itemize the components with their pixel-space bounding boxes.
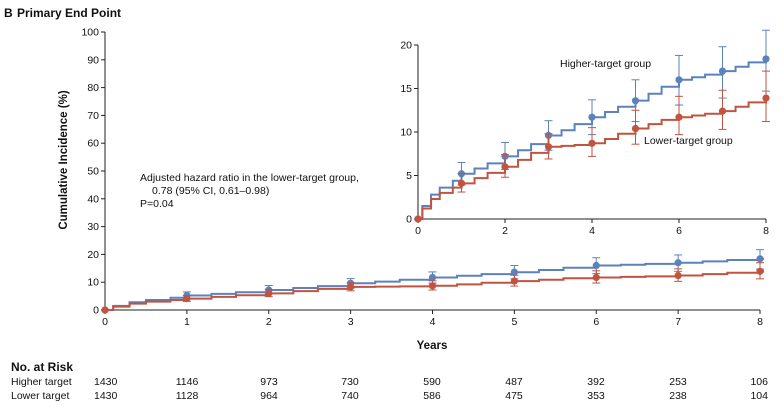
main-x-tick-label: 1 [184, 316, 190, 328]
main-x-tick-label: 5 [511, 316, 517, 328]
risk-value: 392 [587, 376, 605, 388]
x-axis-label: Years [417, 340, 448, 352]
risk-value: 740 [341, 390, 359, 402]
inset-x-tick-label: 0 [415, 225, 421, 237]
risk-row-label: Higher target [11, 376, 72, 388]
main-marker-higher [428, 273, 437, 282]
inset-marker-lower [414, 215, 422, 223]
main-y-tick-label: 0 [93, 305, 99, 317]
inset-x-tick-label: 6 [676, 225, 682, 237]
inset-marker-lower [631, 124, 640, 133]
risk-value: 475 [505, 390, 523, 402]
main-marker-lower [265, 289, 273, 297]
inset-x-tick-label: 2 [502, 225, 508, 237]
inset-line-lower [418, 97, 769, 220]
risk-value: 253 [669, 376, 687, 388]
main-marker-higher [674, 259, 682, 267]
inset-axes: 0 5 10 15 20 0 2 4 6 8 [400, 40, 769, 238]
main-marker-lower [510, 277, 518, 285]
main-series [101, 249, 765, 314]
main-marker-higher [510, 268, 518, 276]
main-y-tick-label: 90 [87, 54, 99, 66]
inset-label-lower: Lower-target group [644, 135, 733, 147]
risk-value: 104 [750, 390, 768, 402]
inset-marker-higher [631, 97, 640, 105]
main-x-tick-label: 4 [430, 316, 436, 328]
main-marker-lower [101, 306, 109, 314]
main-y-tick-label: 30 [87, 221, 99, 233]
panel-label: B [4, 6, 13, 20]
main-marker-higher [756, 255, 764, 263]
main-y-tick-label: 40 [87, 193, 99, 205]
risk-value: 730 [341, 376, 359, 388]
main-marker-lower [674, 271, 682, 280]
main-y-tick-label: 50 [87, 166, 99, 178]
inset-series [414, 29, 770, 223]
inset-marker-lower [457, 179, 466, 187]
risk-table: Higher target 1430 1146 973 730 590 487 392 253 1… [11, 376, 768, 402]
main-marker-lower [756, 267, 764, 275]
inset-y-tick-label: 15 [400, 83, 412, 95]
inset-marker-lower [588, 139, 596, 147]
risk-value: 973 [260, 376, 278, 388]
risk-value: 1128 [176, 390, 199, 402]
inset-y-tick-label: 20 [400, 40, 412, 52]
hazard-ratio-annotation-line1: Adjusted hazard ratio in the lower-targe… [140, 172, 359, 184]
main-x-tick-label: 3 [348, 316, 354, 328]
main-y-tick-label: 10 [87, 277, 99, 289]
inset-marker-higher [718, 67, 727, 75]
risk-value: 238 [669, 390, 687, 402]
p-value-annotation: P=0.04 [140, 198, 174, 210]
inset-y-tick-label: 5 [406, 170, 412, 182]
main-x-tick-label: 0 [102, 316, 108, 328]
main-marker-lower [347, 283, 355, 291]
risk-value: 586 [423, 390, 441, 402]
panel-title: Primary End Point [17, 6, 121, 20]
inset-marker-higher [588, 113, 596, 121]
inset-marker-lower [675, 113, 683, 121]
inset-marker-higher [762, 55, 770, 63]
risk-value: 1430 [94, 376, 118, 388]
main-marker-lower [183, 295, 191, 303]
inset-marker-lower [762, 94, 770, 102]
inset-marker-lower [544, 143, 553, 151]
inset-x-tick-label: 4 [589, 225, 595, 237]
y-axis-label: Cumulative Incidence (%) [58, 90, 70, 229]
main-x-tick-label: 8 [757, 316, 763, 328]
inset-x-tick-label: 8 [763, 225, 769, 237]
risk-value: 106 [750, 376, 768, 388]
main-y-tick-label: 80 [87, 82, 99, 94]
main-y-tick-label: 100 [81, 27, 99, 39]
main-x-tick-label: 2 [266, 316, 272, 328]
main-x-tick-label: 6 [593, 316, 599, 328]
inset-marker-lower [501, 163, 509, 171]
main-marker-higher [592, 261, 600, 270]
main-y-tick-label: 20 [87, 249, 99, 261]
inset-y-tick-label: 10 [400, 127, 412, 139]
risk-value: 353 [587, 390, 605, 402]
main-y-tick-label: 60 [87, 138, 99, 150]
main-marker-lower [592, 273, 600, 282]
risk-value: 590 [423, 376, 441, 388]
main-marker-lower [428, 282, 437, 290]
main-y-tick-label: 70 [87, 110, 99, 122]
risk-row-label: Lower target [11, 390, 69, 402]
inset-label-higher: Higher-target group [560, 58, 651, 70]
risk-value: 964 [260, 390, 278, 402]
risk-value: 1146 [176, 376, 199, 388]
inset-marker-lower [718, 107, 727, 115]
hazard-ratio-annotation-line2: 0.78 (95% CI, 0.61–0.98) [152, 185, 269, 197]
inset-marker-higher [675, 76, 683, 84]
risk-value: 1430 [94, 390, 118, 402]
inset-y-tick-label: 0 [406, 214, 412, 226]
risk-value: 487 [505, 376, 523, 388]
risk-table-title: No. at Risk [11, 360, 73, 374]
main-x-tick-label: 7 [675, 316, 681, 328]
